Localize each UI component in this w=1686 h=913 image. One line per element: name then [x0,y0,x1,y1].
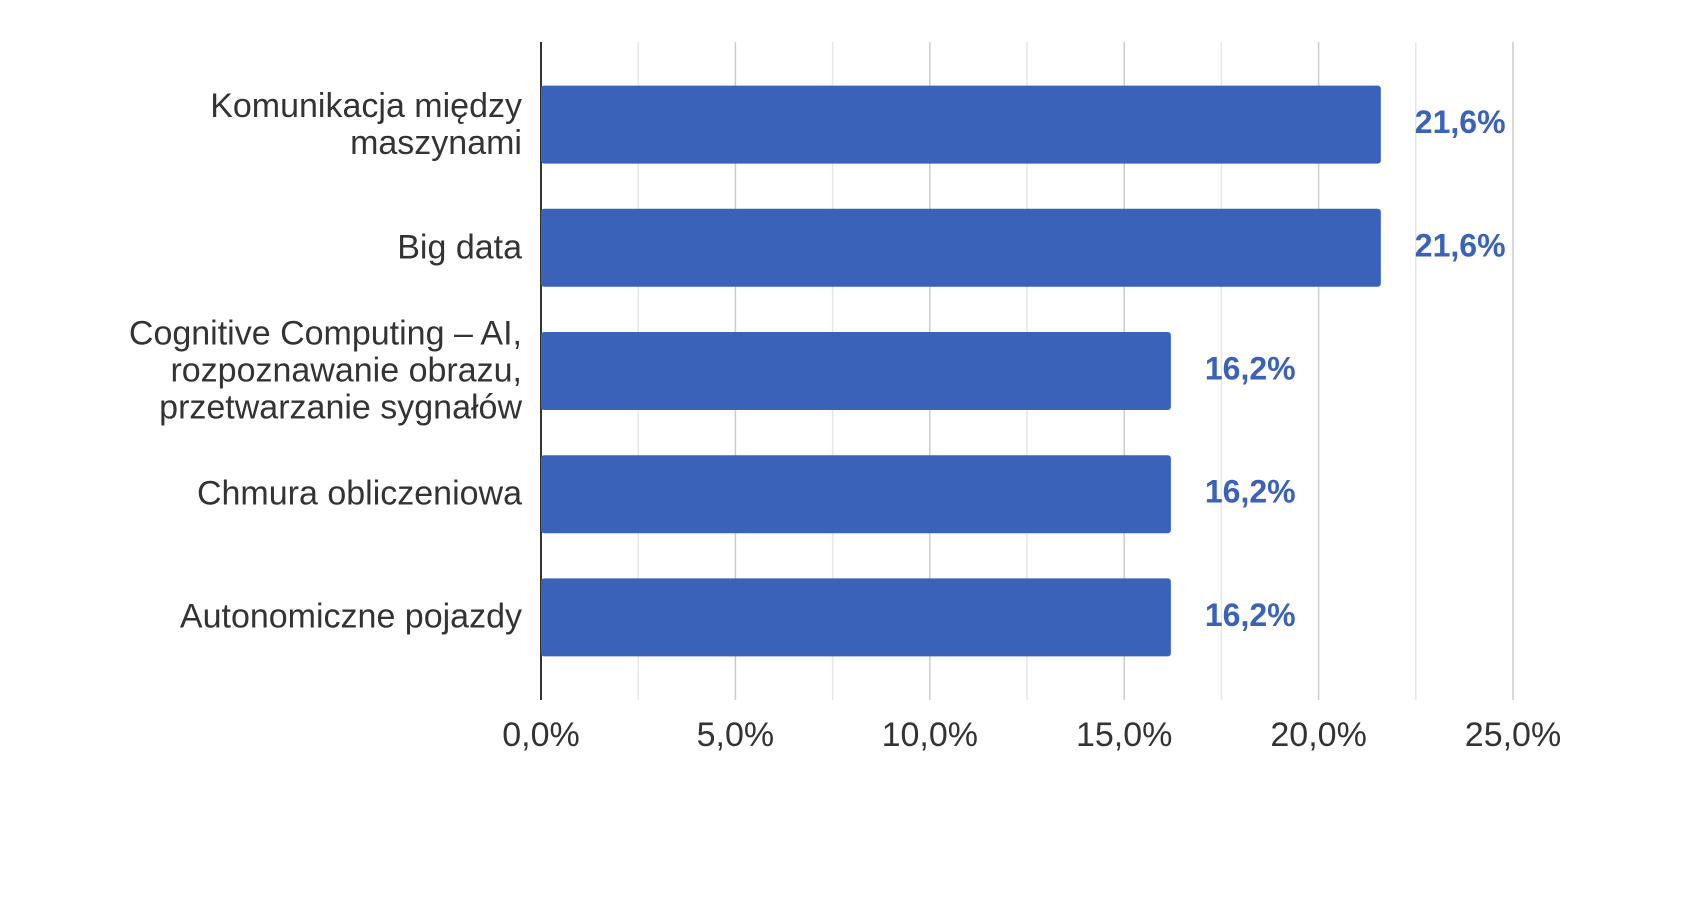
category-label: Big data [397,228,522,267]
category-label: Chmura obliczeniowa [196,474,522,513]
category-label: Cognitive Computing – AI, rozpoznawanie … [128,314,522,427]
bar [541,85,1381,164]
bar [541,332,1171,410]
x-tick-label: 15,0% [1076,716,1172,754]
value-label: 21,6% [1415,227,1506,263]
category-label: Komunikacja między maszynami [210,86,522,162]
value-label: 16,2% [1205,350,1296,386]
value-label: 16,2% [1205,474,1296,510]
x-tick-label: 0,0% [502,716,580,754]
bar [541,455,1171,534]
category-label: Autonomiczne pojazdy [179,597,522,636]
bar [541,208,1381,287]
value-label: 16,2% [1205,597,1296,633]
value-label: 21,6% [1415,104,1506,140]
x-tick-label: 5,0% [697,716,775,754]
x-tick-label: 25,0% [1465,716,1561,754]
x-tick-label: 10,0% [882,716,978,754]
x-tick-label: 20,0% [1270,716,1366,754]
bar [541,578,1171,657]
